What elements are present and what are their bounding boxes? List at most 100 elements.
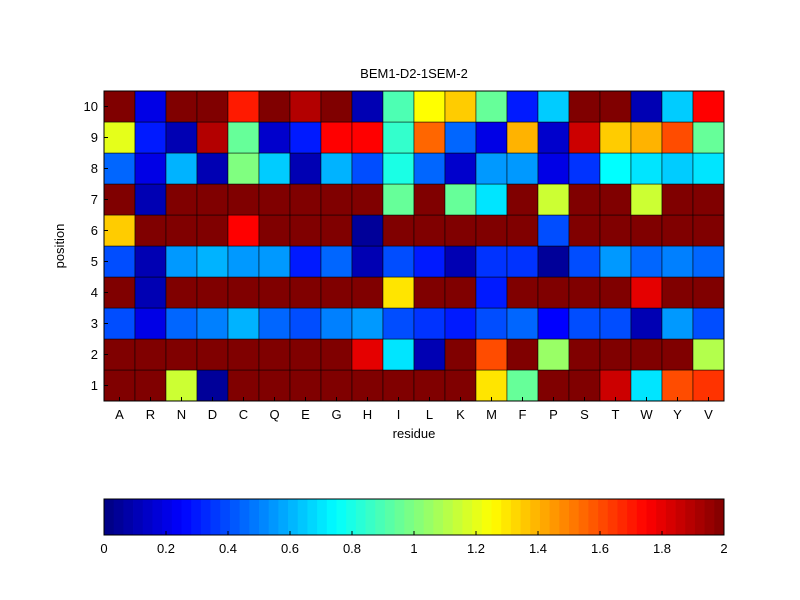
colorbar-swatch bbox=[481, 499, 492, 535]
heatmap-cell bbox=[103, 183, 136, 216]
heatmap-cell bbox=[692, 183, 725, 216]
heatmap-cell bbox=[444, 183, 477, 216]
heatmap-cell bbox=[382, 245, 415, 278]
heatmap-cell bbox=[537, 214, 570, 247]
heatmap-cell bbox=[568, 338, 601, 371]
heatmap-cell bbox=[165, 245, 198, 278]
colorbar-swatch bbox=[472, 499, 483, 535]
colorbar-swatch bbox=[210, 499, 221, 535]
heatmap-cell bbox=[661, 338, 694, 371]
x-tick-label: V bbox=[704, 407, 713, 422]
heatmap-cell bbox=[475, 90, 508, 123]
heatmap-cell bbox=[568, 121, 601, 154]
heatmap-cell bbox=[103, 121, 136, 154]
heatmap-cell bbox=[506, 121, 539, 154]
colorbar-swatch bbox=[665, 499, 676, 535]
heatmap-cell bbox=[165, 121, 198, 154]
heatmap-cell bbox=[320, 369, 353, 402]
heatmap-cell bbox=[134, 338, 167, 371]
heatmap-cell bbox=[320, 121, 353, 154]
heatmap-cell bbox=[289, 90, 322, 123]
x-tick-label: Y bbox=[673, 407, 682, 422]
heatmap-cell bbox=[661, 152, 694, 185]
colorbar-swatch bbox=[307, 499, 318, 535]
heatmap-cell bbox=[630, 214, 663, 247]
heatmap-cell bbox=[599, 183, 632, 216]
colorbar-swatch bbox=[627, 499, 638, 535]
colorbar-swatch bbox=[123, 499, 134, 535]
heatmap-cell bbox=[258, 121, 291, 154]
y-axis-label: position bbox=[52, 224, 67, 269]
heatmap-cell bbox=[475, 338, 508, 371]
colorbar-swatch bbox=[142, 499, 153, 535]
colorbar-swatch bbox=[491, 499, 502, 535]
x-tick-label: F bbox=[519, 407, 527, 422]
x-tick-label: T bbox=[612, 407, 620, 422]
colorbar-swatch bbox=[530, 499, 541, 535]
heatmap-cell bbox=[258, 276, 291, 309]
heatmap-cell bbox=[506, 214, 539, 247]
heatmap-cell bbox=[692, 338, 725, 371]
heatmap-cell bbox=[630, 183, 663, 216]
heatmap-cell bbox=[196, 90, 229, 123]
heatmap-cell bbox=[227, 214, 260, 247]
colorbar-swatch bbox=[675, 499, 686, 535]
heatmap-cell bbox=[258, 369, 291, 402]
heatmap-cell bbox=[599, 276, 632, 309]
colorbar-swatch bbox=[423, 499, 434, 535]
heatmap-cell bbox=[382, 307, 415, 340]
colorbar-tick-label: 0.2 bbox=[157, 541, 175, 556]
heatmap-cell bbox=[134, 307, 167, 340]
colorbar-swatch bbox=[317, 499, 328, 535]
colorbar-swatch bbox=[104, 499, 115, 535]
colorbar-tick-label: 1.2 bbox=[467, 541, 485, 556]
heatmap-cell bbox=[599, 338, 632, 371]
x-tick-label: H bbox=[363, 407, 372, 422]
heatmap-cell bbox=[506, 183, 539, 216]
y-tick-label: 8 bbox=[91, 161, 98, 176]
colorbar-swatch bbox=[588, 499, 599, 535]
heatmap-cell bbox=[382, 90, 415, 123]
heatmap-cell bbox=[444, 338, 477, 371]
colorbar-swatch bbox=[704, 499, 715, 535]
colorbar-swatch bbox=[297, 499, 308, 535]
colorbar-swatch bbox=[171, 499, 182, 535]
colorbar-swatch bbox=[656, 499, 667, 535]
heatmap-cell bbox=[444, 152, 477, 185]
heatmap-cell bbox=[320, 245, 353, 278]
x-tick-label: L bbox=[426, 407, 433, 422]
heatmap-cell bbox=[165, 276, 198, 309]
colorbar-swatch bbox=[133, 499, 144, 535]
y-tick-label: 5 bbox=[91, 254, 98, 269]
heatmap-cell bbox=[630, 152, 663, 185]
heatmap-cell bbox=[506, 307, 539, 340]
heatmap-cell bbox=[165, 369, 198, 402]
colorbar-swatch bbox=[694, 499, 706, 535]
heatmap-cell bbox=[599, 369, 632, 402]
heatmap-cell bbox=[320, 183, 353, 216]
heatmap-cell bbox=[351, 338, 384, 371]
heatmap-cell bbox=[444, 214, 477, 247]
heatmap-cell bbox=[506, 369, 539, 402]
colorbar-swatch bbox=[539, 499, 551, 535]
heatmap-cell bbox=[599, 152, 632, 185]
heatmap-cell bbox=[475, 369, 508, 402]
colorbar-swatch bbox=[191, 499, 202, 535]
heatmap-cell bbox=[320, 276, 353, 309]
heatmap-cell bbox=[320, 214, 353, 247]
heatmap-cell bbox=[196, 338, 229, 371]
heatmap-cell bbox=[692, 214, 725, 247]
heatmap-cell bbox=[475, 152, 508, 185]
heatmap-cell bbox=[134, 369, 167, 402]
heatmap-cell bbox=[227, 90, 260, 123]
heatmap-cell bbox=[196, 152, 229, 185]
colorbar-tick-labels: 0 0.2 0.4 0.6 0.8 1 1.2 1.4 1.6 1.8 2 bbox=[100, 531, 728, 556]
colorbar-swatch bbox=[510, 499, 521, 535]
heatmap-cell bbox=[227, 121, 260, 154]
heatmap-cell bbox=[227, 276, 260, 309]
heatmap-cell bbox=[413, 307, 446, 340]
heatmap-cell bbox=[506, 338, 539, 371]
heatmap-cell bbox=[382, 276, 415, 309]
heatmap-cell bbox=[413, 152, 446, 185]
heatmap-cell bbox=[661, 121, 694, 154]
